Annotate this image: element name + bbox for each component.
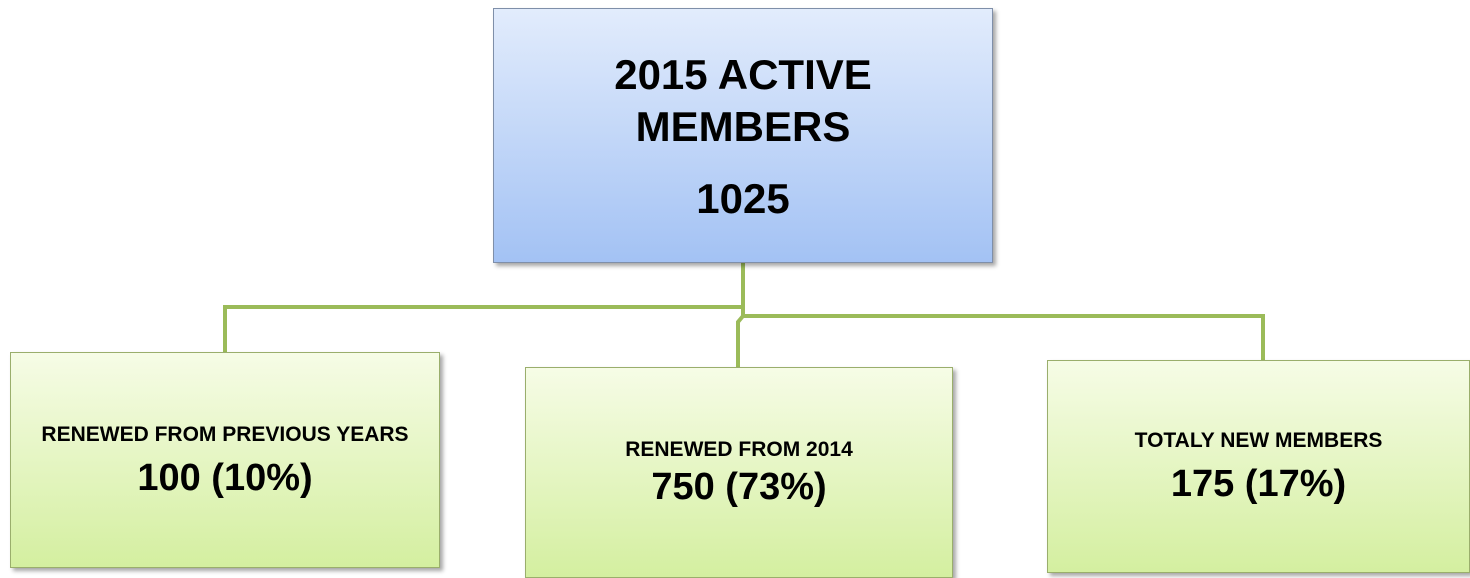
root-title: 2015 ACTIVE MEMBERS	[614, 50, 872, 150]
child-label: RENEWED FROM 2014	[625, 438, 853, 461]
child-value: 750 (73%)	[651, 466, 827, 508]
child-node: RENEWED FROM PREVIOUS YEARS 100 (10%)	[10, 352, 440, 568]
root-node: 2015 ACTIVE MEMBERS 1025	[493, 8, 993, 263]
child-label: RENEWED FROM PREVIOUS YEARS	[41, 422, 409, 446]
connector-left	[223, 263, 745, 352]
connector-right	[741, 300, 1265, 360]
child-node: TOTALY NEW MEMBERS 175 (17%)	[1047, 360, 1470, 573]
root-value: 1025	[696, 174, 790, 222]
child-value: 175 (17%)	[1170, 463, 1347, 505]
connector-middle	[736, 314, 745, 367]
child-value: 100 (10%)	[137, 456, 313, 499]
child-node: RENEWED FROM 2014 750 (73%)	[525, 367, 953, 578]
child-label: TOTALY NEW MEMBERS	[1134, 429, 1383, 452]
